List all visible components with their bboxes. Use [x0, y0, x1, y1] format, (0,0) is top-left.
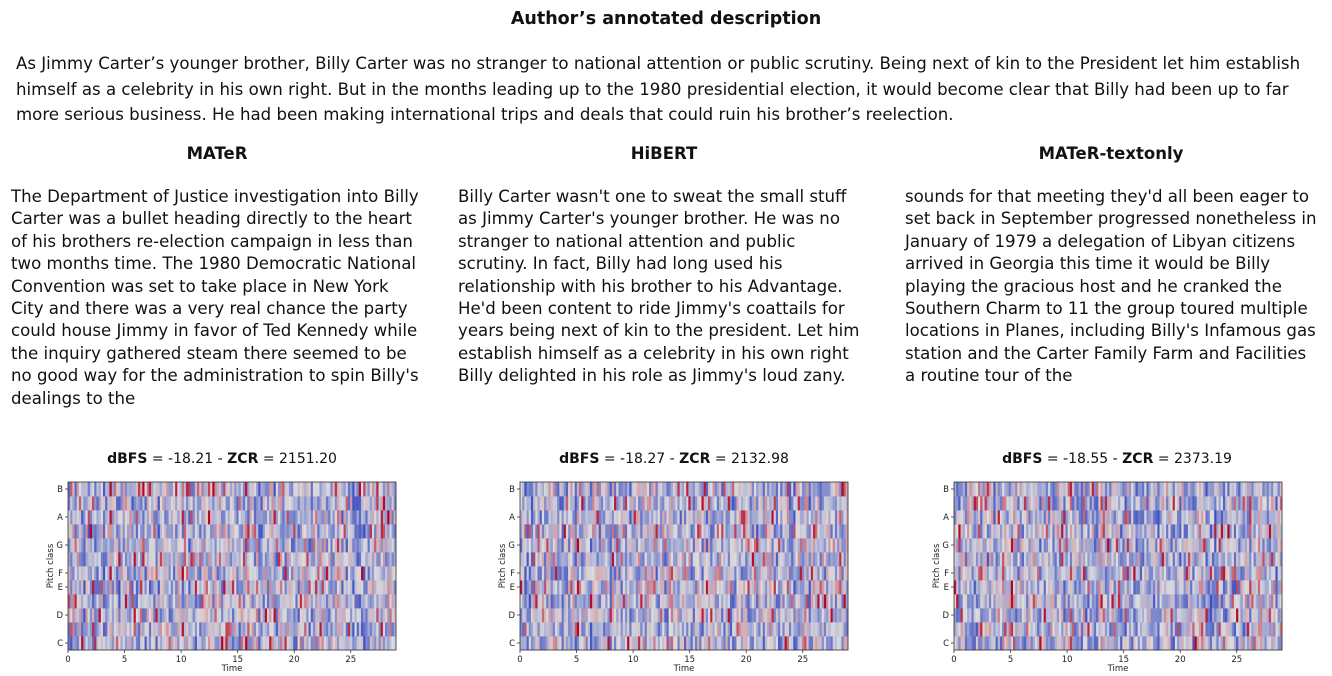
chromagram-plot: C D EF G A B 0 5 10 15 20 25 Time Pitch class	[46, 481, 397, 672]
y-tick-label: G	[942, 541, 949, 551]
x-axis-label: Time	[1107, 664, 1129, 672]
column-title: MATeR	[186, 144, 248, 163]
x-tick-label: 15	[232, 655, 243, 665]
column-hibert: HiBERT Billy Carter wasn't one to sweat …	[458, 144, 870, 388]
x-tick-label: 10	[628, 655, 639, 665]
y-axis-label: Pitch class	[932, 543, 942, 588]
metric-label-zcr: ZCR	[227, 451, 259, 467]
audio-metrics: dBFS = -18.27 - ZCR = 2132.98	[459, 451, 889, 467]
audio-metrics: dBFS = -18.55 - ZCR = 2373.19	[902, 451, 1332, 467]
metric-label-zcr: ZCR	[1122, 451, 1154, 467]
y-tick-label: C	[57, 639, 63, 649]
x-tick-label: 10	[1062, 655, 1073, 665]
y-tick-label: F	[944, 569, 949, 579]
y-tick-label: E	[944, 583, 949, 593]
y-tick-label: F	[510, 569, 515, 579]
y-tick-label: E	[58, 583, 63, 593]
column-title: MATeR-textonly	[1038, 144, 1184, 163]
metric-value-dbfs: = -18.21 -	[151, 451, 223, 467]
y-tick-label: D	[942, 611, 949, 621]
column-mater-textonly: MATeR-textonly sounds for that meeting t…	[905, 144, 1317, 388]
audio-metrics: dBFS = -18.21 - ZCR = 2151.20	[7, 451, 437, 467]
metric-label-dbfs: dBFS	[1002, 451, 1043, 467]
x-axis-label: Time	[673, 664, 695, 672]
y-tick-label: B	[509, 485, 515, 495]
x-tick-label: 20	[741, 655, 752, 665]
page-title: Author’s annotated description	[510, 9, 822, 29]
metric-value-zcr: = 2132.98	[714, 451, 789, 467]
y-tick-label: F	[58, 569, 63, 579]
plot-frame	[953, 481, 1283, 651]
y-tick-label: G	[508, 541, 515, 551]
x-tick-label: 10	[176, 655, 187, 665]
y-tick-label: D	[508, 611, 515, 621]
plot-frame	[519, 481, 849, 651]
generated-text: The Department of Justice investigation …	[11, 187, 419, 408]
x-tick-label: 5	[122, 655, 127, 665]
x-tick-label: 0	[951, 655, 956, 665]
x-tick-label: 20	[1175, 655, 1186, 665]
chromagram-plot: C D EF G A B 0 5 10 15 20 25 Time Pitch class	[498, 481, 849, 672]
metric-label-zcr: ZCR	[679, 451, 711, 467]
x-tick-label: 25	[345, 655, 356, 665]
x-tick-label: 25	[797, 655, 808, 665]
column-title: HiBERT	[630, 144, 698, 163]
heatmap-cells	[68, 482, 397, 651]
plot-frame	[67, 481, 397, 651]
x-tick-label: 5	[1008, 655, 1013, 665]
heatmap-cells	[954, 482, 1283, 651]
y-tick-label: C	[509, 639, 515, 649]
y-axis-label: Pitch class	[498, 543, 508, 588]
generated-text: Billy Carter wasn't one to sweat the sma…	[458, 187, 860, 386]
y-tick-label: A	[509, 513, 515, 523]
y-tick-label: G	[56, 541, 63, 551]
y-tick-label: B	[943, 485, 949, 495]
x-tick-label: 15	[1118, 655, 1129, 665]
x-axis-label: Time	[221, 664, 243, 672]
column-mater: MATeR The Department of Justice investig…	[11, 144, 423, 410]
x-tick-label: 0	[517, 655, 522, 665]
y-axis-label: Pitch class	[46, 543, 56, 588]
chromagram-plot: C D EF G A B 0 5 10 15 20 25 Time Pitch class	[932, 481, 1283, 672]
heatmap-cells	[520, 482, 849, 651]
x-tick-label: 20	[289, 655, 300, 665]
x-tick-label: 15	[684, 655, 695, 665]
x-tick-label: 25	[1231, 655, 1242, 665]
y-tick-label: B	[57, 485, 63, 495]
y-tick-label: C	[943, 639, 949, 649]
x-tick-label: 5	[574, 655, 579, 665]
y-tick-label: A	[57, 513, 63, 523]
x-tick-label: 0	[65, 655, 70, 665]
y-tick-label: A	[943, 513, 949, 523]
metric-label-dbfs: dBFS	[107, 451, 148, 467]
y-tick-label: D	[56, 611, 63, 621]
metric-value-zcr: = 2373.19	[1157, 451, 1232, 467]
y-tick-label: E	[510, 583, 515, 593]
generated-text: sounds for that meeting they'd all been …	[905, 187, 1317, 386]
metric-label-dbfs: dBFS	[559, 451, 600, 467]
metric-value-dbfs: = -18.27 -	[603, 451, 675, 467]
metric-value-dbfs: = -18.55 -	[1046, 451, 1118, 467]
annotated-description: As Jimmy Carter’s younger brother, Billy…	[16, 54, 1301, 124]
metric-value-zcr: = 2151.20	[262, 451, 337, 467]
